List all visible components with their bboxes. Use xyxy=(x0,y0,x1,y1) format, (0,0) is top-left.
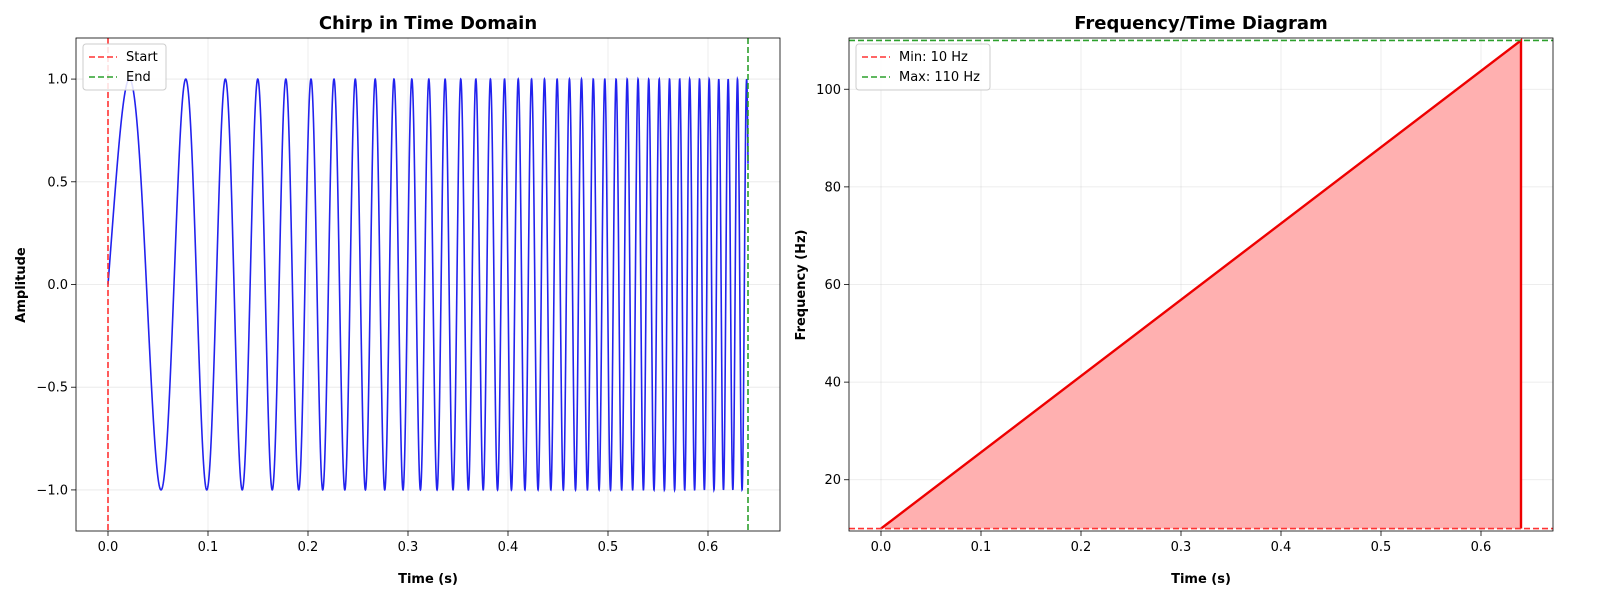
legend-start-label: Start xyxy=(126,50,158,65)
chirp-xlabel: Time (s) xyxy=(398,572,458,587)
freq-ylabel: Frequency (Hz) xyxy=(794,230,809,341)
x-tick-label: 0.0 xyxy=(871,540,892,555)
chirp-y-ticks: −1.0 −0.5 0.0 0.5 1.0 xyxy=(36,73,76,498)
y-tick-label: 40 xyxy=(824,376,841,391)
chirp-ylabel: Amplitude xyxy=(14,247,29,323)
y-tick-label: 100 xyxy=(816,83,841,98)
y-tick-label: 20 xyxy=(824,473,841,488)
y-tick-label: 80 xyxy=(824,180,841,195)
y-tick-label: −1.0 xyxy=(36,483,68,498)
x-tick-label: 0.3 xyxy=(398,540,419,555)
chirp-x-ticks: 0.0 0.1 0.2 0.3 0.4 0.5 0.6 xyxy=(98,531,719,555)
freq-y-ticks: 20 40 60 80 100 xyxy=(816,83,849,488)
y-tick-label: 1.0 xyxy=(47,73,68,88)
y-tick-label: 0.0 xyxy=(47,278,68,293)
x-tick-label: 0.6 xyxy=(698,540,719,555)
legend-min-label: Min: 10 Hz xyxy=(899,50,968,65)
chirp-title: Chirp in Time Domain xyxy=(319,13,537,34)
x-tick-label: 0.2 xyxy=(1071,540,1092,555)
x-tick-label: 0.3 xyxy=(1171,540,1192,555)
x-tick-label: 0.1 xyxy=(198,540,219,555)
freq-legend: Min: 10 Hz Max: 110 Hz xyxy=(855,43,991,91)
freq-title: Frequency/Time Diagram xyxy=(1074,13,1328,34)
y-tick-label: 0.5 xyxy=(47,175,68,190)
x-tick-label: 0.1 xyxy=(971,540,992,555)
y-tick-label: −0.5 xyxy=(36,381,68,396)
legend-max-label: Max: 110 Hz xyxy=(899,70,980,85)
freq-x-ticks: 0.0 0.1 0.2 0.3 0.4 0.5 0.6 xyxy=(871,531,1492,555)
freq-xlabel: Time (s) xyxy=(1171,572,1231,587)
freq-reference-lines xyxy=(849,39,1553,530)
x-tick-label: 0.4 xyxy=(1271,540,1292,555)
frequency-time-panel: Frequency/Time Diagram Time (s) Frequenc… xyxy=(794,13,1554,587)
chirp-time-panel: Chirp in Time Domain Time (s) Amplitude … xyxy=(14,13,781,587)
chirp-waveform-line xyxy=(107,76,749,494)
legend-end-label: End xyxy=(126,70,151,85)
freq-legend-box xyxy=(855,43,991,91)
y-tick-label: 60 xyxy=(824,278,841,293)
chirp-reference-lines xyxy=(107,38,749,531)
chirp-legend: Start End xyxy=(82,43,167,91)
x-tick-label: 0.5 xyxy=(1371,540,1392,555)
x-tick-label: 0.0 xyxy=(98,540,119,555)
x-tick-label: 0.4 xyxy=(498,540,519,555)
x-tick-label: 0.5 xyxy=(598,540,619,555)
chirp-legend-box xyxy=(82,43,167,91)
x-tick-label: 0.2 xyxy=(298,540,319,555)
x-tick-label: 0.6 xyxy=(1471,540,1492,555)
